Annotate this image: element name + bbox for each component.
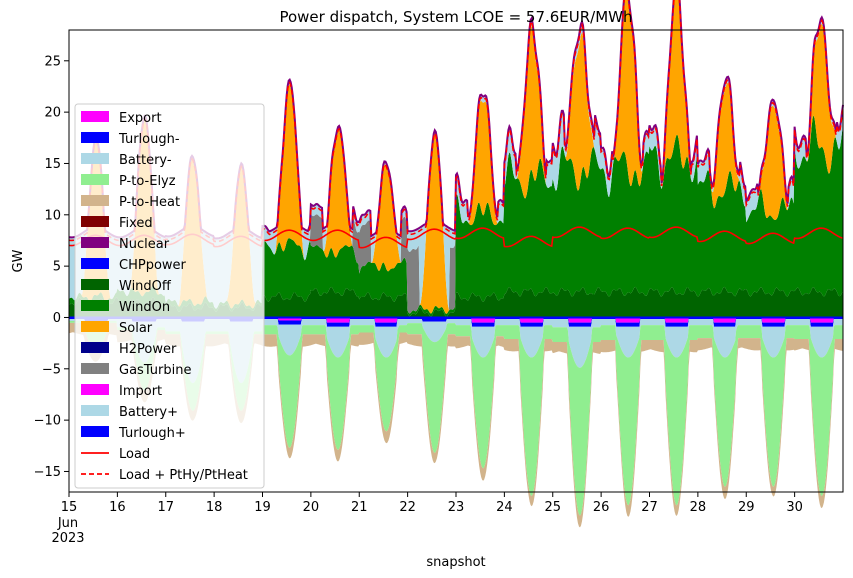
x-tick-label: 18 bbox=[206, 500, 223, 515]
legend: Export Turlough- Battery- P-to-Elyz P-to-Hea… bbox=[74, 103, 265, 489]
x-tick-label: 21 bbox=[351, 500, 368, 515]
legend-swatch bbox=[81, 132, 109, 143]
legend-swatch bbox=[81, 174, 109, 185]
x-sublabel: 2023 bbox=[51, 531, 84, 546]
legend-label: Load + PtHy/PtHeat bbox=[119, 468, 248, 483]
legend-label: P-to-Elyz bbox=[119, 174, 176, 189]
x-tick-label: 20 bbox=[303, 500, 320, 515]
x-tick-label: 30 bbox=[786, 500, 803, 515]
legend-label: Fixed bbox=[119, 216, 153, 231]
legend-swatch bbox=[81, 321, 109, 332]
legend-box bbox=[74, 103, 265, 489]
y-axis-label: GW bbox=[11, 249, 26, 272]
legend-label: P-to-Heat bbox=[119, 195, 180, 210]
x-tick-label: 16 bbox=[109, 500, 126, 515]
y-tick-label: −15 bbox=[34, 465, 61, 480]
legend-swatch bbox=[81, 426, 109, 437]
x-tick-label: 28 bbox=[690, 500, 707, 515]
legend-swatch bbox=[81, 153, 109, 164]
y-tick-label: 0 bbox=[53, 311, 61, 326]
y-tick-label: −10 bbox=[34, 414, 61, 429]
legend-label: WindOn bbox=[119, 300, 170, 315]
y-axis: −15 −10 −5 0 5 10 15 20 25 bbox=[34, 54, 69, 480]
legend-swatch bbox=[81, 384, 109, 395]
y-tick-label: 25 bbox=[44, 54, 61, 69]
legend-label: Export bbox=[119, 111, 162, 126]
legend-swatch bbox=[81, 216, 109, 227]
y-tick-label: 10 bbox=[44, 208, 61, 223]
legend-label: Battery- bbox=[119, 153, 172, 168]
legend-label: CHPpower bbox=[119, 258, 187, 273]
legend-swatch bbox=[81, 195, 109, 206]
legend-label: Solar bbox=[119, 321, 153, 336]
legend-label: Battery+ bbox=[119, 405, 178, 420]
x-tick-label: 27 bbox=[641, 500, 658, 515]
y-tick-label: −5 bbox=[42, 362, 61, 377]
y-tick-label: 15 bbox=[44, 157, 61, 172]
x-tick-label: 19 bbox=[254, 500, 271, 515]
chart-title: Power dispatch, System LCOE = 57.6EUR/MW… bbox=[279, 8, 632, 26]
x-tick-label: 15 bbox=[61, 500, 78, 515]
legend-label: Load bbox=[119, 447, 150, 462]
legend-label: WindOff bbox=[119, 279, 172, 294]
x-tick-label: 22 bbox=[399, 500, 416, 515]
legend-swatch bbox=[81, 405, 109, 416]
legend-swatch bbox=[81, 342, 109, 353]
legend-label: Turlough+ bbox=[118, 426, 186, 441]
legend-swatch bbox=[81, 111, 109, 122]
legend-swatch bbox=[81, 363, 109, 374]
x-tick-label: 24 bbox=[496, 500, 513, 515]
legend-label: GasTurbine bbox=[119, 363, 191, 378]
x-tick-label: 29 bbox=[738, 500, 755, 515]
x-tick-label: 17 bbox=[157, 500, 174, 515]
legend-swatch bbox=[81, 237, 109, 248]
legend-swatch bbox=[81, 300, 109, 311]
legend-label: Turlough- bbox=[118, 132, 180, 147]
y-tick-label: 5 bbox=[53, 260, 61, 275]
legend-label: H2Power bbox=[119, 342, 177, 357]
x-tick-label: 25 bbox=[544, 500, 561, 515]
legend-swatch bbox=[81, 279, 109, 290]
legend-label: Nuclear bbox=[119, 237, 170, 252]
legend-label: Import bbox=[119, 384, 162, 399]
x-tick-label: 23 bbox=[448, 500, 465, 515]
x-axis-label: snapshot bbox=[426, 555, 485, 570]
x-tick-label: 26 bbox=[593, 500, 610, 515]
legend-swatch bbox=[81, 258, 109, 269]
x-sublabel: Jun bbox=[57, 516, 78, 531]
y-tick-label: 20 bbox=[44, 106, 61, 121]
